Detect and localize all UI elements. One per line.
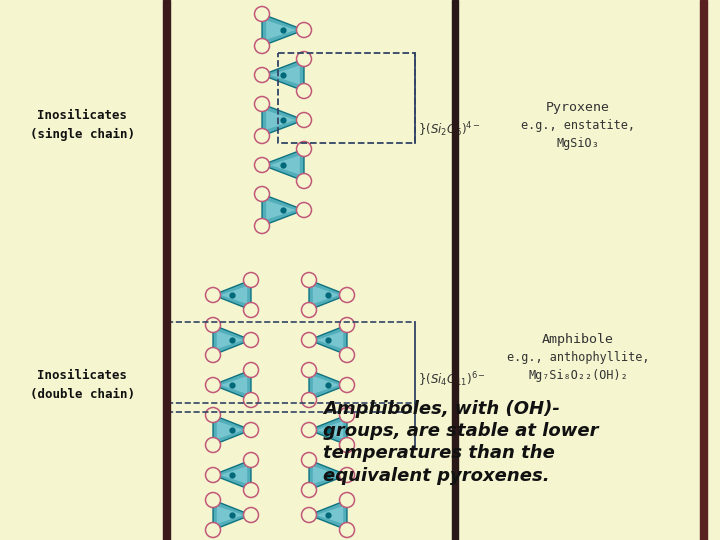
Circle shape: [302, 362, 317, 377]
Polygon shape: [309, 280, 347, 310]
Polygon shape: [312, 466, 339, 484]
Polygon shape: [271, 156, 300, 174]
Polygon shape: [213, 500, 251, 530]
Polygon shape: [317, 331, 343, 349]
Circle shape: [340, 348, 354, 362]
Circle shape: [243, 453, 258, 468]
Circle shape: [340, 492, 354, 508]
Circle shape: [205, 468, 220, 483]
Circle shape: [302, 393, 317, 408]
Polygon shape: [213, 460, 251, 490]
Circle shape: [340, 468, 354, 483]
Circle shape: [243, 362, 258, 377]
Polygon shape: [262, 104, 304, 136]
Circle shape: [340, 408, 354, 422]
Circle shape: [205, 437, 220, 453]
Circle shape: [302, 302, 317, 318]
Polygon shape: [213, 415, 251, 445]
Circle shape: [297, 51, 312, 66]
Circle shape: [254, 219, 269, 233]
Circle shape: [254, 129, 269, 144]
Polygon shape: [317, 421, 343, 439]
Polygon shape: [217, 331, 243, 349]
Polygon shape: [217, 421, 243, 439]
Circle shape: [297, 84, 312, 98]
Circle shape: [340, 523, 354, 537]
Circle shape: [205, 318, 220, 333]
Polygon shape: [271, 65, 300, 85]
Polygon shape: [266, 110, 296, 130]
Circle shape: [243, 508, 258, 523]
Polygon shape: [309, 500, 347, 530]
Circle shape: [297, 141, 312, 157]
Polygon shape: [262, 149, 304, 181]
Polygon shape: [217, 506, 243, 524]
Polygon shape: [309, 325, 347, 355]
Circle shape: [243, 302, 258, 318]
Polygon shape: [312, 286, 339, 304]
Polygon shape: [266, 200, 296, 220]
Circle shape: [254, 38, 269, 53]
Circle shape: [340, 287, 354, 302]
Circle shape: [205, 492, 220, 508]
Circle shape: [340, 377, 354, 393]
Circle shape: [297, 202, 312, 218]
Circle shape: [205, 348, 220, 362]
Circle shape: [302, 453, 317, 468]
Polygon shape: [213, 325, 251, 355]
Polygon shape: [317, 506, 343, 524]
Circle shape: [205, 408, 220, 422]
Circle shape: [254, 158, 269, 172]
Circle shape: [297, 173, 312, 188]
Bar: [163, 0, 170, 540]
Circle shape: [340, 318, 354, 333]
Bar: [700, 0, 707, 540]
Text: e.g., enstatite,
MgSiO₃: e.g., enstatite, MgSiO₃: [521, 119, 635, 151]
Polygon shape: [266, 21, 296, 39]
Circle shape: [302, 333, 317, 348]
Bar: [452, 0, 458, 540]
Polygon shape: [220, 466, 247, 484]
Polygon shape: [309, 460, 347, 490]
Polygon shape: [213, 370, 251, 400]
Text: Inosilicates
(double chain): Inosilicates (double chain): [30, 369, 135, 401]
Polygon shape: [220, 376, 247, 394]
Circle shape: [297, 112, 312, 127]
Circle shape: [205, 377, 220, 393]
Polygon shape: [262, 14, 304, 46]
Circle shape: [302, 483, 317, 497]
Circle shape: [243, 333, 258, 348]
Circle shape: [205, 523, 220, 537]
Polygon shape: [262, 194, 304, 226]
Text: e.g., anthophyllite,
Mg₇Si₈O₂₂(OH)₂: e.g., anthophyllite, Mg₇Si₈O₂₂(OH)₂: [507, 352, 649, 382]
Circle shape: [302, 508, 317, 523]
Circle shape: [302, 422, 317, 437]
Circle shape: [297, 23, 312, 37]
Polygon shape: [213, 280, 251, 310]
Circle shape: [340, 437, 354, 453]
Text: Pyroxene: Pyroxene: [546, 102, 610, 114]
Text: Inosilicates
(single chain): Inosilicates (single chain): [30, 109, 135, 141]
Text: $\}(Si_2O_6)^{4-}$: $\}(Si_2O_6)^{4-}$: [418, 120, 481, 139]
Circle shape: [302, 273, 317, 287]
Circle shape: [243, 393, 258, 408]
Circle shape: [254, 186, 269, 201]
Polygon shape: [309, 370, 347, 400]
Circle shape: [254, 68, 269, 83]
Circle shape: [205, 287, 220, 302]
Circle shape: [243, 422, 258, 437]
Circle shape: [243, 273, 258, 287]
Circle shape: [254, 97, 269, 111]
Text: $\}(Si_4O_{11})^{6-}$: $\}(Si_4O_{11})^{6-}$: [418, 370, 486, 389]
Polygon shape: [262, 59, 304, 91]
Text: Amphiboles, with (OH)-
groups, are stable at lower
temperatures than the
equival: Amphiboles, with (OH)- groups, are stabl…: [323, 400, 598, 484]
Text: Amphibole: Amphibole: [542, 334, 614, 347]
Polygon shape: [220, 286, 247, 304]
Polygon shape: [312, 376, 339, 394]
Polygon shape: [309, 415, 347, 445]
Circle shape: [254, 6, 269, 22]
Circle shape: [243, 483, 258, 497]
